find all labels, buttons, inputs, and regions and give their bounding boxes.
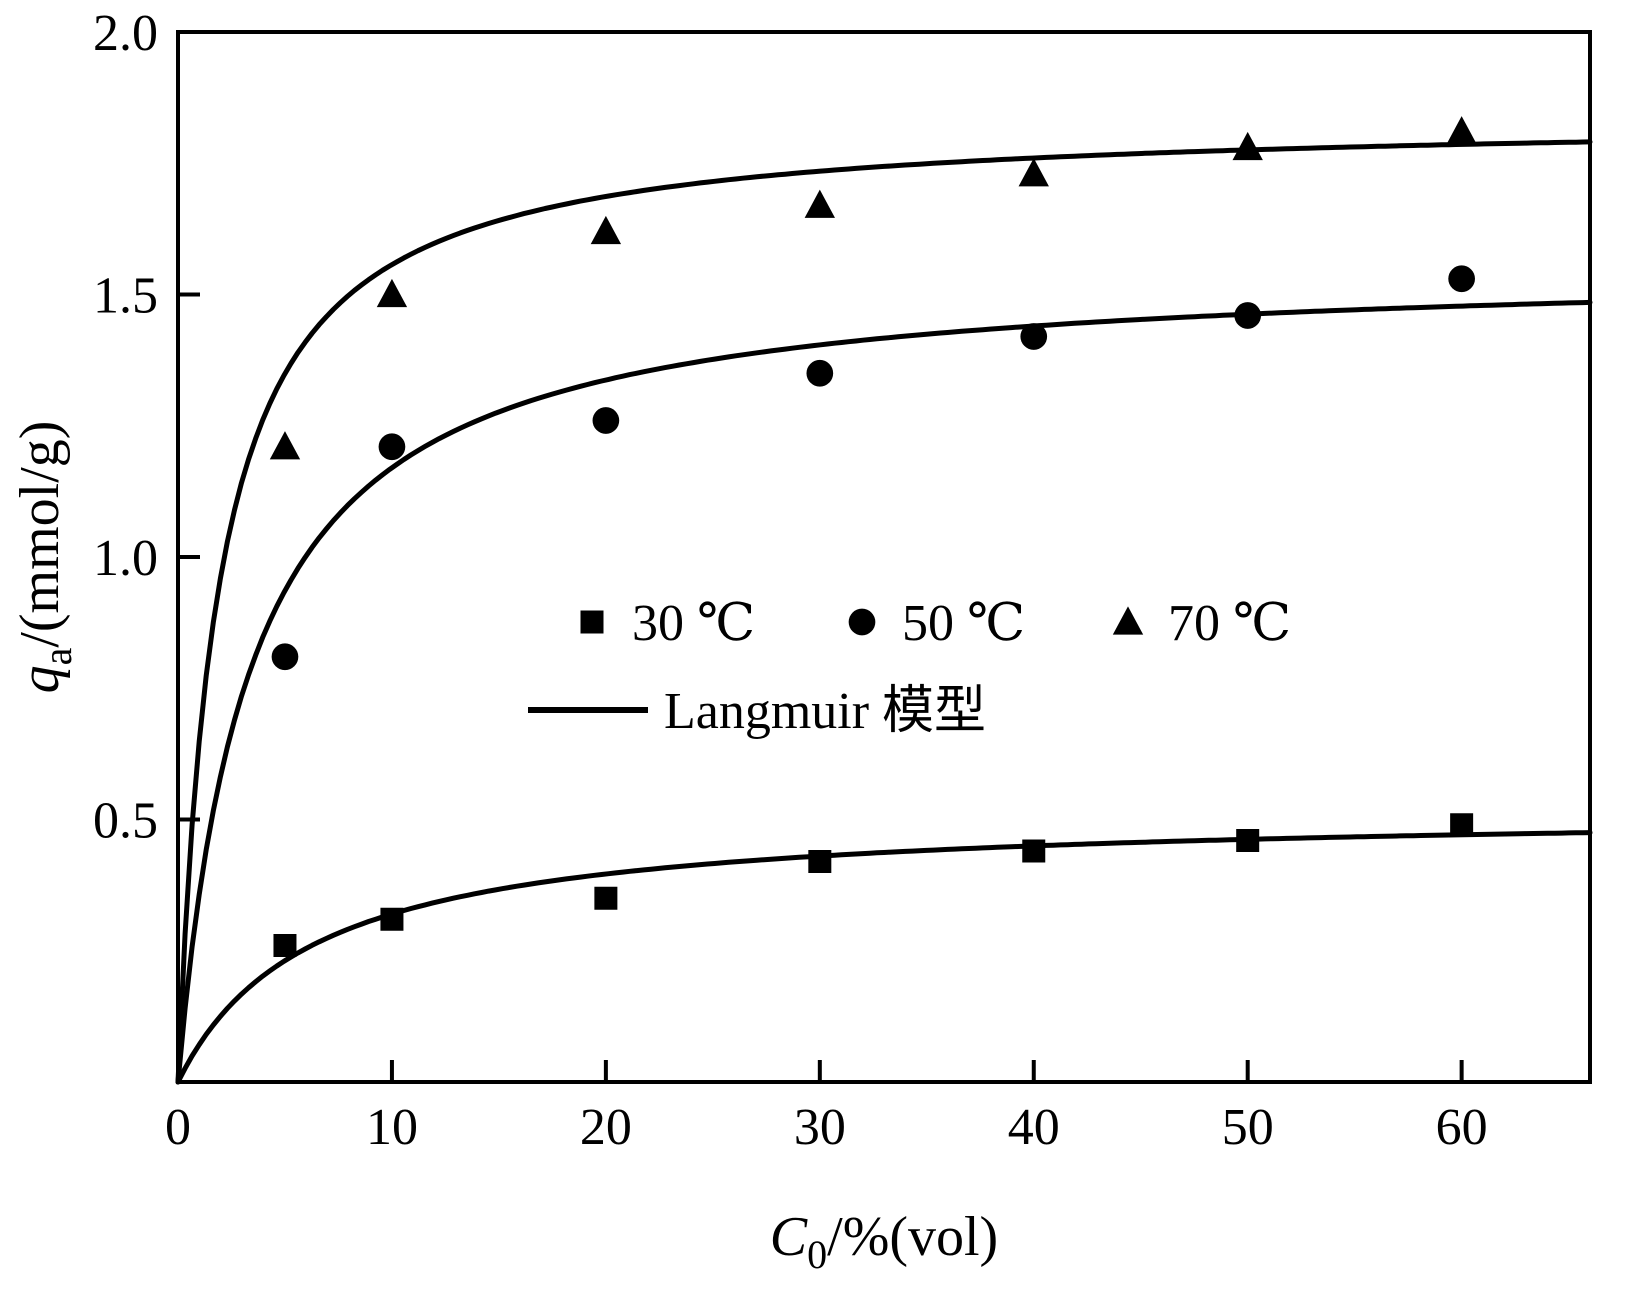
y-tick-label: 1.0 — [93, 530, 158, 587]
x-tick-label: 20 — [580, 1099, 632, 1156]
x-tick-label: 50 — [1222, 1099, 1274, 1156]
square-marker-icon — [1022, 839, 1046, 863]
circle-marker-icon — [592, 407, 620, 434]
y-axis-title: qa/(mmol/g) — [9, 421, 80, 694]
y-tick-label: 2.0 — [93, 5, 158, 62]
triangle-marker-icon — [590, 215, 622, 245]
legend-label-circle: 50 ℃ — [902, 595, 1025, 652]
circle-marker-icon — [1234, 302, 1262, 329]
square-marker-icon — [580, 610, 604, 634]
square-marker-icon — [1236, 829, 1260, 852]
square-marker-icon — [808, 850, 832, 873]
langmuir-curve-0 — [175, 830, 1593, 1085]
circle-marker-icon — [271, 643, 299, 671]
series-points-square — [273, 813, 1474, 957]
square-marker-icon — [380, 907, 404, 931]
legend-label-square: 30 ℃ — [632, 595, 755, 652]
series-points-circle — [271, 265, 1475, 671]
y-tick-label: 1.5 — [93, 268, 158, 325]
x-tick-label: 10 — [366, 1099, 418, 1156]
triangle-marker-icon — [1018, 158, 1049, 187]
square-marker-icon — [594, 886, 618, 910]
circle-marker-icon — [1448, 265, 1475, 293]
x-tick-label: 40 — [1008, 1099, 1060, 1156]
y-tick-label: 0.5 — [93, 793, 158, 850]
square-marker-icon — [1450, 813, 1474, 837]
triangle-marker-icon — [269, 431, 301, 460]
triangle-marker-icon — [1446, 116, 1477, 145]
circle-marker-icon — [378, 433, 406, 461]
x-tick-label: 0 — [165, 1099, 191, 1156]
triangle-marker-icon — [804, 189, 835, 218]
legend-label-triangle: 70 ℃ — [1168, 595, 1291, 652]
triangle-marker-icon — [1232, 131, 1263, 161]
circle-marker-icon — [806, 359, 834, 387]
x-tick-label: 30 — [794, 1099, 846, 1156]
langmuir-curve-1 — [175, 299, 1593, 1085]
langmuir-curve-2 — [175, 139, 1593, 1085]
series-points-triangle — [269, 116, 1477, 460]
circle-marker-icon — [848, 608, 876, 636]
legend: 30 ℃ 50 ℃ 70 ℃ Langmuir 模型 — [528, 595, 1291, 740]
x-axis-title: C0/%(vol) — [770, 1206, 998, 1277]
legend-model-label: Langmuir 模型 — [664, 683, 986, 740]
triangle-marker-icon — [376, 278, 408, 308]
x-tick-label: 60 — [1436, 1099, 1488, 1156]
circle-marker-icon — [1020, 323, 1048, 350]
triangle-marker-icon — [1112, 606, 1144, 635]
square-marker-icon — [273, 934, 297, 957]
